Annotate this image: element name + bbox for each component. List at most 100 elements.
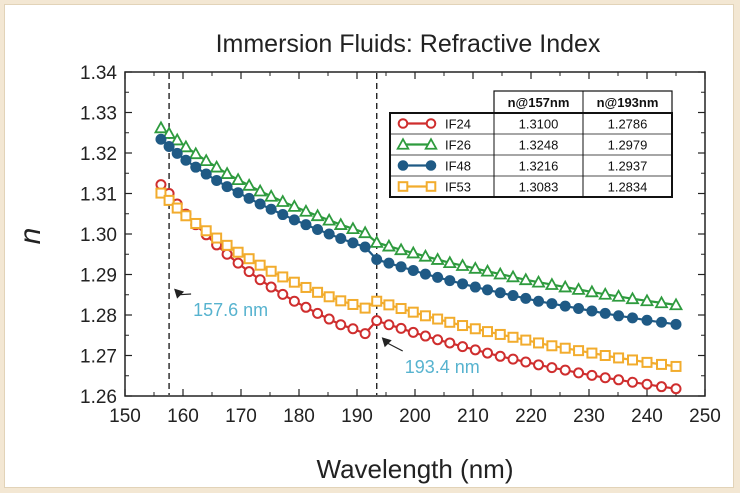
x-tick-label: 210 <box>457 406 489 427</box>
data-point <box>345 221 360 235</box>
data-point <box>323 228 335 240</box>
data-point <box>641 378 653 390</box>
data-point <box>419 268 431 280</box>
data-point <box>243 266 255 278</box>
annotation-arrow-line <box>387 342 403 352</box>
x-axis-label: Wavelength (nm) <box>317 454 514 484</box>
data-point <box>220 166 235 179</box>
reference-line-label: 193.4 nm <box>405 357 480 377</box>
data-point <box>494 328 506 340</box>
legend-header: n@157nm <box>508 95 570 110</box>
data-point <box>312 307 324 319</box>
data-point <box>347 237 359 249</box>
data-point <box>418 248 433 262</box>
data-point <box>221 248 233 260</box>
data-point <box>162 126 177 139</box>
data-point <box>300 219 312 231</box>
data-point <box>518 272 533 286</box>
legend-n157-value: 1.3248 <box>519 138 559 153</box>
data-point <box>457 320 469 332</box>
data-point <box>573 345 585 357</box>
y-tick-label: 1.34 <box>80 63 117 84</box>
data-point <box>455 258 470 271</box>
data-point <box>573 367 585 379</box>
data-point <box>533 295 545 307</box>
data-point <box>232 257 244 269</box>
data-point <box>586 369 598 381</box>
data-point <box>641 314 653 326</box>
data-point <box>312 224 324 236</box>
data-point <box>163 141 175 153</box>
data-point <box>288 295 300 307</box>
x-tick-label: 170 <box>225 406 257 427</box>
data-point <box>613 352 625 364</box>
data-point <box>432 271 444 283</box>
data-point <box>584 284 599 298</box>
data-point <box>656 358 667 370</box>
data-point <box>155 133 167 145</box>
data-point <box>599 372 611 384</box>
data-point <box>482 326 493 338</box>
data-point <box>243 253 255 265</box>
data-point <box>171 202 183 214</box>
data-point <box>178 139 193 153</box>
data-point <box>155 187 167 199</box>
y-tick-label: 1.30 <box>80 225 117 246</box>
y-tick-label: 1.28 <box>80 306 117 327</box>
data-point <box>221 239 233 251</box>
data-point <box>654 295 669 309</box>
legend-series-name: IF48 <box>445 159 471 174</box>
y-tick-label: 1.29 <box>80 266 117 287</box>
data-point <box>430 252 445 265</box>
data-point <box>494 350 506 362</box>
data-point <box>613 310 625 322</box>
data-point <box>190 217 202 229</box>
data-point <box>199 153 214 166</box>
legend-n193-value: 1.2834 <box>608 180 648 195</box>
data-point <box>611 289 626 302</box>
data-point <box>613 374 625 386</box>
data-point <box>335 319 347 331</box>
x-tick-label: 190 <box>341 406 373 427</box>
data-point <box>406 245 421 259</box>
data-point <box>323 313 335 325</box>
data-point <box>322 212 337 226</box>
data-point <box>232 246 244 258</box>
data-point <box>383 299 395 311</box>
data-point <box>457 341 469 353</box>
data-point <box>641 356 653 368</box>
data-point <box>627 376 638 388</box>
legend-n157-value: 1.3083 <box>519 180 559 195</box>
data-point <box>180 210 192 222</box>
x-tick-label: 180 <box>283 406 315 427</box>
x-tick-label: 200 <box>399 406 431 427</box>
data-point <box>171 147 183 159</box>
data-point <box>254 259 266 271</box>
data-point <box>533 359 545 371</box>
data-point <box>298 203 313 217</box>
data-point <box>668 297 684 311</box>
data-point <box>507 331 519 343</box>
data-point <box>323 291 335 303</box>
series-if26 <box>153 120 684 311</box>
data-point <box>397 118 409 129</box>
data-point <box>359 302 371 314</box>
data-point <box>520 292 532 304</box>
data-point <box>670 360 682 372</box>
data-point <box>347 298 359 310</box>
data-point <box>505 269 521 283</box>
data-point <box>209 159 224 173</box>
series-if48 <box>155 133 682 330</box>
data-point <box>200 168 212 180</box>
data-point <box>573 303 585 315</box>
data-point <box>287 199 302 212</box>
data-point <box>469 323 481 335</box>
data-point <box>599 350 611 361</box>
data-point <box>395 322 407 334</box>
y-tick-label: 1.33 <box>80 104 117 125</box>
reference-line-label: 157.6 nm <box>193 300 268 320</box>
data-point <box>639 293 655 307</box>
data-point <box>163 194 175 206</box>
series-if53 <box>155 187 682 372</box>
data-point <box>288 276 300 288</box>
